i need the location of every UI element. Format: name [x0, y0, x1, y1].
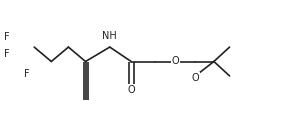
Text: F: F [4, 32, 10, 42]
Text: O: O [192, 73, 199, 83]
Text: O: O [127, 85, 135, 95]
Text: F: F [24, 69, 30, 78]
Text: NH: NH [103, 31, 117, 41]
Text: F: F [4, 49, 10, 59]
Text: O: O [172, 56, 179, 67]
